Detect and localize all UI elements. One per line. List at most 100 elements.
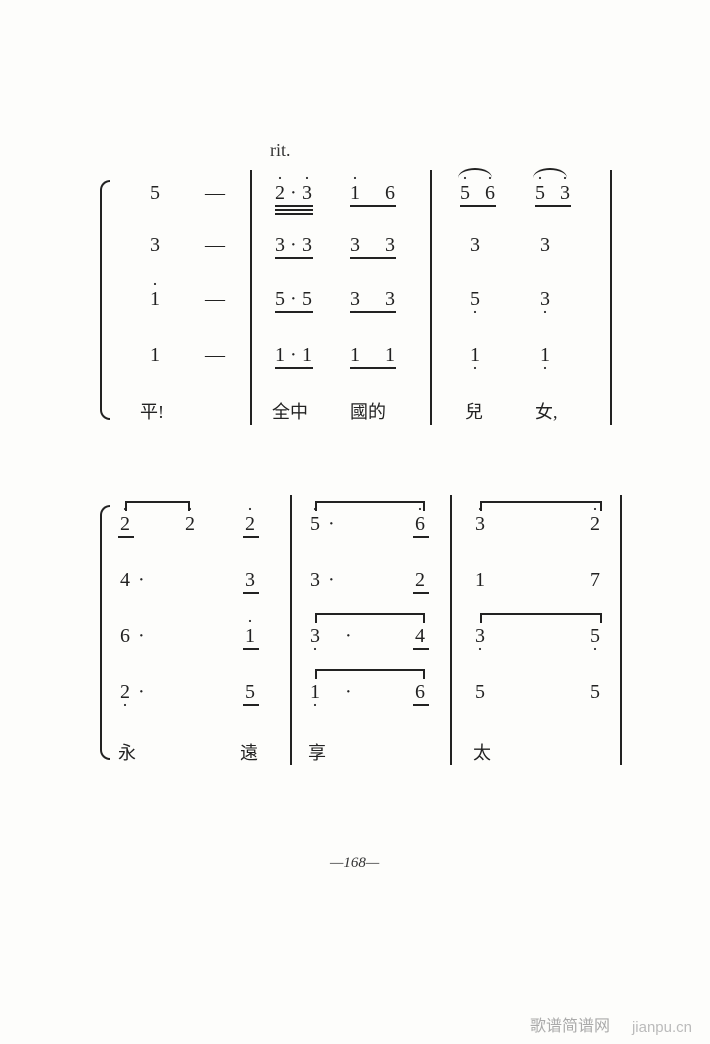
lyric: 兒 bbox=[465, 398, 483, 424]
note: 2 bbox=[120, 681, 130, 704]
beam bbox=[275, 205, 313, 207]
dot: · bbox=[138, 625, 145, 648]
barline bbox=[430, 170, 432, 425]
barline-end bbox=[620, 495, 622, 765]
beam bbox=[275, 209, 313, 211]
note: 1 bbox=[350, 344, 360, 367]
dot: · bbox=[290, 288, 297, 311]
note: 5 bbox=[470, 288, 480, 311]
lyric: 太 bbox=[473, 739, 491, 765]
lyric: 國的 bbox=[350, 398, 386, 424]
beam bbox=[413, 592, 429, 594]
note: 3 bbox=[540, 288, 550, 311]
note: 1 bbox=[150, 288, 160, 311]
note: 3 bbox=[275, 234, 285, 257]
lyric: 享 bbox=[308, 739, 326, 765]
note: 1 bbox=[540, 344, 550, 367]
note: 6 bbox=[385, 182, 395, 205]
dot: · bbox=[328, 569, 335, 592]
beam bbox=[350, 257, 396, 259]
note: 3 bbox=[475, 625, 485, 648]
dash: — bbox=[205, 344, 225, 367]
note: 2 bbox=[415, 569, 425, 592]
note: 5 bbox=[590, 681, 600, 704]
watermark-url: jianpu.cn bbox=[632, 1019, 692, 1036]
beam bbox=[275, 367, 313, 369]
beam bbox=[243, 648, 259, 650]
dot: · bbox=[290, 182, 297, 205]
tie bbox=[125, 501, 190, 511]
beam bbox=[350, 205, 396, 207]
beam bbox=[350, 311, 396, 313]
dot: · bbox=[138, 569, 145, 592]
note: 1 bbox=[385, 344, 395, 367]
tie bbox=[480, 613, 602, 623]
beam bbox=[118, 536, 134, 538]
dash: — bbox=[205, 234, 225, 257]
note: 3 bbox=[245, 569, 255, 592]
watermark-cn: 歌谱简谱网 bbox=[530, 1012, 610, 1036]
note: 6 bbox=[415, 513, 425, 536]
note: 3 bbox=[350, 288, 360, 311]
lyric: 遠 bbox=[240, 739, 258, 765]
beam bbox=[275, 311, 313, 313]
note: 3 bbox=[560, 182, 570, 205]
note: 2 bbox=[275, 182, 285, 205]
beam bbox=[243, 704, 259, 706]
beam bbox=[275, 257, 313, 259]
dot: · bbox=[345, 625, 352, 648]
note: 4 bbox=[120, 569, 130, 592]
tempo-marking: rit. bbox=[270, 140, 291, 161]
tie bbox=[315, 613, 425, 623]
barline-end bbox=[610, 170, 612, 425]
note: 1 bbox=[275, 344, 285, 367]
beam bbox=[460, 205, 496, 207]
dot: · bbox=[290, 234, 297, 257]
note: 1 bbox=[150, 344, 160, 367]
note: 3 bbox=[385, 288, 395, 311]
tie bbox=[315, 501, 425, 511]
system-bracket bbox=[100, 180, 110, 420]
system-2: 2 2 2 5 · 6 3 2 4 · 3 3 · 2 1 7 6 · 1 3 … bbox=[0, 495, 710, 780]
note: 1 bbox=[350, 182, 360, 205]
lyric: 永 bbox=[118, 739, 136, 765]
note: 3 bbox=[540, 234, 550, 257]
lyric: 女, bbox=[535, 398, 558, 424]
barline bbox=[250, 170, 252, 425]
note: 6 bbox=[485, 182, 495, 205]
note: 1 bbox=[245, 625, 255, 648]
beam bbox=[350, 367, 396, 369]
dash: — bbox=[205, 288, 225, 311]
note: 1 bbox=[470, 344, 480, 367]
note: 5 bbox=[310, 513, 320, 536]
note: 4 bbox=[415, 625, 425, 648]
note: 2 bbox=[120, 513, 130, 536]
beam bbox=[413, 648, 429, 650]
note: 5 bbox=[535, 182, 545, 205]
note: 7 bbox=[590, 569, 600, 592]
lyric: 全中 bbox=[272, 398, 308, 424]
dot: · bbox=[290, 344, 297, 367]
page-number: —168— bbox=[330, 855, 379, 872]
note: 3 bbox=[475, 513, 485, 536]
dash: — bbox=[205, 182, 225, 205]
system-1: 5 — 2 · 3 1 6 5 6 5 3 3 — 3 · 3 3 3 3 3 … bbox=[0, 170, 710, 440]
note: 1 bbox=[475, 569, 485, 592]
beam bbox=[243, 536, 259, 538]
note: 1 bbox=[302, 344, 312, 367]
note: 6 bbox=[415, 681, 425, 704]
note: 5 bbox=[590, 625, 600, 648]
dot: · bbox=[138, 681, 145, 704]
tie bbox=[315, 669, 425, 679]
dot: · bbox=[345, 681, 352, 704]
note: 3 bbox=[302, 182, 312, 205]
barline bbox=[290, 495, 292, 765]
note: 3 bbox=[310, 625, 320, 648]
beam bbox=[243, 592, 259, 594]
note: 3 bbox=[470, 234, 480, 257]
note: 6 bbox=[120, 625, 130, 648]
beam bbox=[413, 704, 429, 706]
note: 3 bbox=[310, 569, 320, 592]
note: 3 bbox=[302, 234, 312, 257]
lyric: 平! bbox=[140, 398, 164, 424]
